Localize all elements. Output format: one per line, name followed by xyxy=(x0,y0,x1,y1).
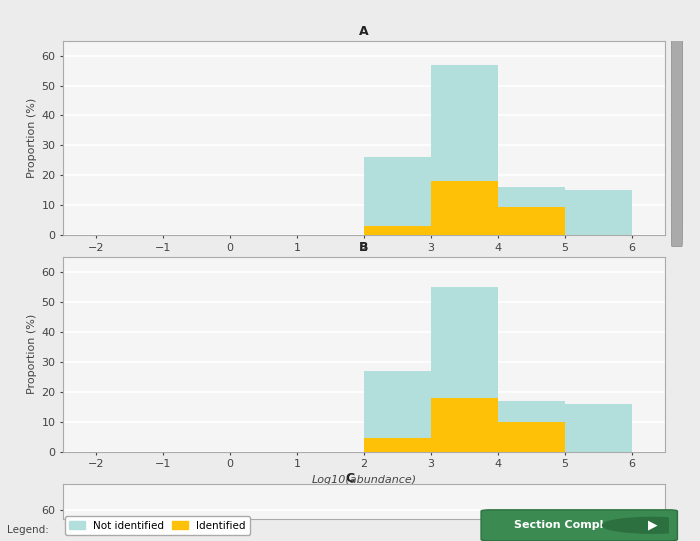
Bar xyxy=(498,207,565,235)
Bar xyxy=(431,398,498,452)
Y-axis label: Proportion (%): Proportion (%) xyxy=(27,314,37,394)
Bar xyxy=(431,181,498,235)
Bar xyxy=(565,190,631,235)
Circle shape xyxy=(603,517,700,533)
Bar xyxy=(565,404,631,452)
Text: C: C xyxy=(345,472,355,485)
Bar xyxy=(498,401,565,452)
Text: Section Complete: Section Complete xyxy=(514,520,624,530)
Y-axis label: Proportion (%): Proportion (%) xyxy=(27,98,37,178)
Text: ▶: ▶ xyxy=(648,519,657,532)
Bar xyxy=(364,438,431,452)
Bar xyxy=(364,226,431,235)
Legend: Not identified, Identified: Not identified, Identified xyxy=(64,516,250,535)
Title: B: B xyxy=(359,241,369,254)
Title: A: A xyxy=(359,25,369,38)
FancyBboxPatch shape xyxy=(671,31,682,247)
Text: Legend:: Legend: xyxy=(7,525,49,535)
X-axis label: Log10(abundance): Log10(abundance) xyxy=(312,475,416,485)
Bar xyxy=(498,422,565,452)
X-axis label: Log10(abundance): Log10(abundance) xyxy=(312,259,416,268)
Bar xyxy=(364,371,431,452)
Bar xyxy=(431,287,498,452)
FancyBboxPatch shape xyxy=(481,510,678,541)
Bar xyxy=(431,64,498,235)
Bar xyxy=(498,187,565,235)
Bar xyxy=(364,157,431,235)
